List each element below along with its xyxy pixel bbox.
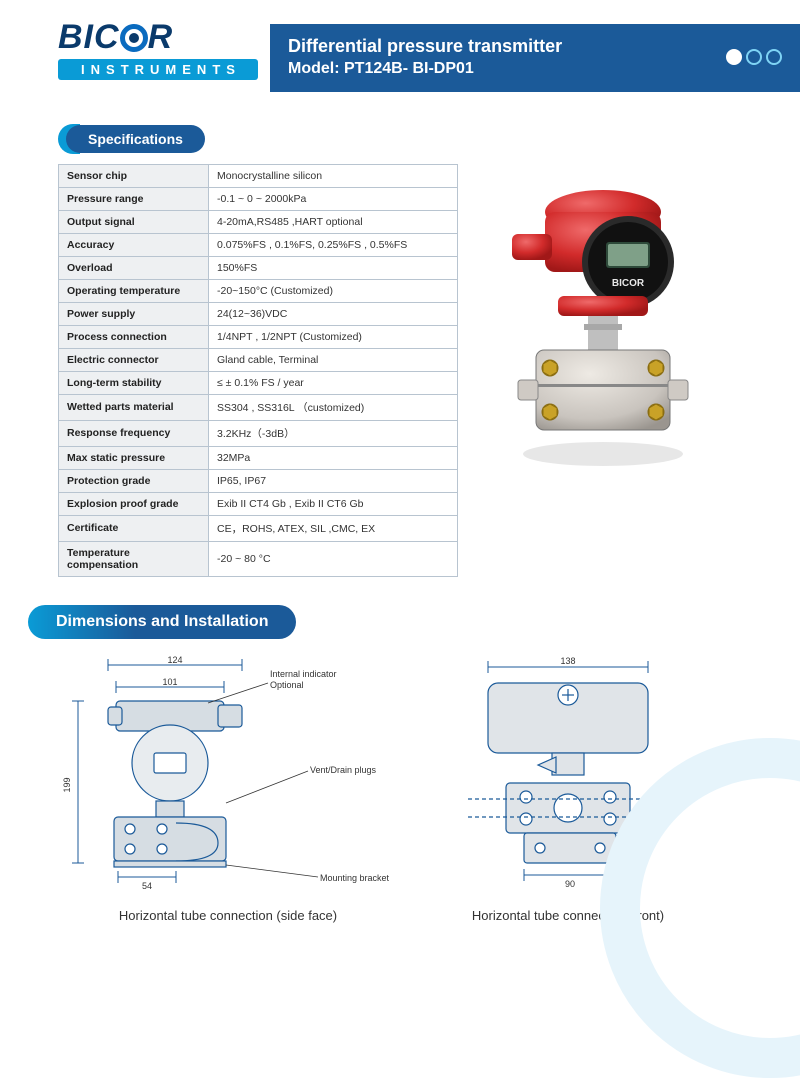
brand-logo-o-icon bbox=[120, 24, 148, 52]
spec-key: Max static pressure bbox=[59, 446, 209, 469]
spec-value: 0.075%FS , 0.1%FS, 0.25%FS , 0.5%FS bbox=[209, 233, 458, 256]
table-row: Long-term stability≤ ± 0.1% FS / year bbox=[59, 371, 458, 394]
title-bar: Differential pressure transmitter Model:… bbox=[270, 24, 800, 92]
product-photo: BICOR bbox=[478, 164, 728, 577]
spec-key: Sensor chip bbox=[59, 164, 209, 187]
spec-key: Certificate bbox=[59, 515, 209, 541]
circle-icon bbox=[726, 49, 742, 65]
title-line2: Model: PT124B- BI-DP01 bbox=[288, 58, 562, 80]
svg-text:Optional: Optional bbox=[270, 680, 304, 690]
svg-text:199: 199 bbox=[62, 777, 72, 792]
spec-value: 1/4NPT , 1/2NPT (Customized) bbox=[209, 325, 458, 348]
svg-text:124: 124 bbox=[167, 655, 182, 665]
table-row: Temperature compensation-20 ~ 80 °C bbox=[59, 541, 458, 576]
table-row: Overload150%FS bbox=[59, 256, 458, 279]
dimensions-heading: Dimensions and Installation bbox=[28, 605, 296, 639]
spec-value: 4-20mA,RS485 ,HART optional bbox=[209, 210, 458, 233]
spec-key: Electric connector bbox=[59, 348, 209, 371]
spec-value: CE，ROHS, ATEX, SIL ,CMC, EX bbox=[209, 515, 458, 541]
table-row: Max static pressure32MPa bbox=[59, 446, 458, 469]
product-illustration: BICOR bbox=[488, 184, 718, 484]
spec-key: Temperature compensation bbox=[59, 541, 209, 576]
spec-value: ≤ ± 0.1% FS / year bbox=[209, 371, 458, 394]
table-row: Output signal4-20mA,RS485 ,HART optional bbox=[59, 210, 458, 233]
spec-key: Process connection bbox=[59, 325, 209, 348]
spec-key: Overload bbox=[59, 256, 209, 279]
specs-heading: Specifications bbox=[66, 125, 205, 153]
spec-key: Long-term stability bbox=[59, 371, 209, 394]
svg-text:138: 138 bbox=[560, 656, 575, 666]
spec-key: Output signal bbox=[59, 210, 209, 233]
spec-value: 32MPa bbox=[209, 446, 458, 469]
brand-logo-main: BIC R bbox=[58, 18, 270, 57]
table-row: Response frequency3.2KHz（-3dB） bbox=[59, 420, 458, 446]
brand-name-left: BIC bbox=[58, 18, 120, 57]
brand-subtitle: INSTRUMENTS bbox=[58, 59, 258, 80]
spec-key: Accuracy bbox=[59, 233, 209, 256]
spec-key: Wetted parts material bbox=[59, 394, 209, 420]
table-row: Sensor chipMonocrystalline silicon bbox=[59, 164, 458, 187]
circle-icon bbox=[746, 49, 762, 65]
svg-text:90: 90 bbox=[565, 879, 575, 889]
brand-name-right: R bbox=[148, 18, 174, 57]
specs-block: Sensor chipMonocrystalline siliconPressu… bbox=[0, 164, 800, 577]
spec-value: Gland cable, Terminal bbox=[209, 348, 458, 371]
spec-key: Response frequency bbox=[59, 420, 209, 446]
spec-value: Monocrystalline silicon bbox=[209, 164, 458, 187]
table-row: Explosion proof gradeExib II CT4 Gb , Ex… bbox=[59, 492, 458, 515]
table-row: Power supply24(12~36)VDC bbox=[59, 302, 458, 325]
diagram-side-col: 124 101 199 54 Internal indicator Option… bbox=[58, 653, 398, 923]
table-row: Accuracy0.075%FS , 0.1%FS, 0.25%FS , 0.5… bbox=[59, 233, 458, 256]
spec-value: 3.2KHz（-3dB） bbox=[209, 420, 458, 446]
svg-text:Mounting bracket: Mounting bracket bbox=[320, 873, 390, 883]
table-row: Process connection 1/4NPT , 1/2NPT (Cust… bbox=[59, 325, 458, 348]
table-row: Electric connectorGland cable, Terminal bbox=[59, 348, 458, 371]
spec-key: Operating temperature bbox=[59, 279, 209, 302]
spec-key: Pressure range bbox=[59, 187, 209, 210]
diagram-side-caption: Horizontal tube connection (side face) bbox=[58, 908, 398, 923]
spec-key: Power supply bbox=[59, 302, 209, 325]
svg-text:Internal indicator: Internal indicator bbox=[270, 669, 337, 679]
spec-value: Exib II CT4 Gb , Exib II CT6 Gb bbox=[209, 492, 458, 515]
specs-table: Sensor chipMonocrystalline siliconPressu… bbox=[58, 164, 458, 577]
table-row: Pressure range-0.1 ~ 0 ~ 2000kPa bbox=[59, 187, 458, 210]
svg-text:54: 54 bbox=[142, 881, 152, 891]
header-row: BIC R INSTRUMENTS Differential pressure … bbox=[0, 0, 800, 92]
spec-value: 24(12~36)VDC bbox=[209, 302, 458, 325]
spec-value: -20 ~ 80 °C bbox=[209, 541, 458, 576]
display-brand-text: BICOR bbox=[612, 278, 645, 289]
circle-icon bbox=[766, 49, 782, 65]
header-circles bbox=[726, 49, 782, 65]
svg-text:Vent/Drain plugs: Vent/Drain plugs bbox=[310, 765, 377, 775]
spec-value: 150%FS bbox=[209, 256, 458, 279]
spec-value: IP65, IP67 bbox=[209, 469, 458, 492]
table-row: Operating temperature-20~150°C (Customiz… bbox=[59, 279, 458, 302]
spec-value: SS304 , SS316L （customized) bbox=[209, 394, 458, 420]
diagram-side: 124 101 199 54 Internal indicator Option… bbox=[58, 653, 398, 893]
title-text: Differential pressure transmitter Model:… bbox=[288, 34, 562, 80]
table-row: CertificateCE，ROHS, ATEX, SIL ,CMC, EX bbox=[59, 515, 458, 541]
spec-key: Explosion proof grade bbox=[59, 492, 209, 515]
specs-heading-wrap: Specifications bbox=[58, 124, 800, 154]
spec-value: -0.1 ~ 0 ~ 2000kPa bbox=[209, 187, 458, 210]
title-line1: Differential pressure transmitter bbox=[288, 34, 562, 58]
brand-logo: BIC R INSTRUMENTS bbox=[0, 18, 270, 80]
spec-key: Protection grade bbox=[59, 469, 209, 492]
spec-value: -20~150°C (Customized) bbox=[209, 279, 458, 302]
table-row: Wetted parts materialSS304 , SS316L （cus… bbox=[59, 394, 458, 420]
table-row: Protection gradeIP65, IP67 bbox=[59, 469, 458, 492]
svg-text:101: 101 bbox=[162, 677, 177, 687]
